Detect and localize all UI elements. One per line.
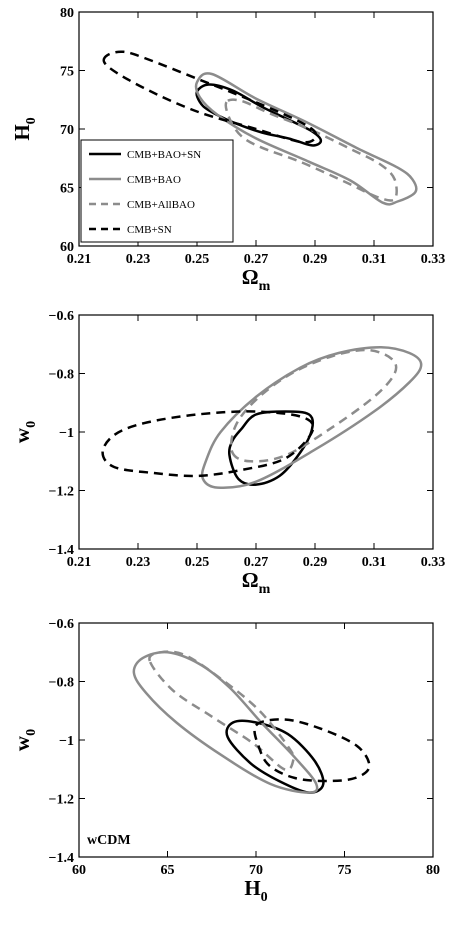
x-axis-label: H0	[244, 876, 267, 905]
legend-label: CMB+BAO+SN	[127, 149, 201, 161]
y-tick-label: −1.2	[49, 485, 74, 500]
y-tick-label: −0.6	[49, 309, 74, 324]
plot-frame	[78, 622, 434, 858]
x-tick-label: 0.25	[185, 555, 210, 570]
y-tick-label: −0.8	[49, 368, 74, 383]
y-tick-label: 60	[60, 240, 74, 255]
chart-panel-3: 60 65 70 75 80 −1.4 −1.2 −1 −0.8 −0.6 H0 w0 wCDM	[10, 617, 440, 905]
y-axis-label: w0	[10, 421, 39, 443]
legend-box	[80, 139, 234, 243]
y-tick-label: −0.8	[49, 676, 74, 691]
legend-label: CMB+AllBAO	[127, 199, 195, 211]
contour-group	[101, 345, 423, 490]
x-tick-label: 0.23	[126, 252, 151, 267]
x-tick-label: 65	[161, 863, 175, 878]
contour-cmb-sn	[253, 718, 371, 783]
plot-frame	[78, 11, 434, 247]
y-tick-label: −1	[59, 734, 74, 749]
x-tick-label: 0.33	[421, 252, 446, 267]
contour-cmb-bao	[132, 650, 319, 794]
x-tick-label: 70	[249, 863, 263, 878]
x-tick-label: 0.33	[421, 555, 446, 570]
contour-group	[132, 650, 371, 794]
x-axis-label: Ωm	[242, 265, 271, 294]
contour-cmb-bao-sn	[195, 83, 323, 147]
x-tick-label: 0.25	[185, 252, 210, 267]
x-tick-label: 0.27	[244, 555, 269, 570]
legend-label: CMB+BAO	[127, 174, 181, 186]
legend-label: CMB+SN	[127, 224, 172, 236]
x-tick-label: 0.29	[303, 555, 328, 570]
y-tick-label: 65	[60, 182, 74, 197]
contour-cmb-sn	[101, 410, 315, 478]
x-axis-label: Ωm	[242, 568, 271, 597]
x-tick-label: 80	[426, 863, 440, 878]
x-tick-label: 0.31	[362, 252, 387, 267]
y-tick-label: −1.4	[49, 851, 74, 866]
contour-cmb-allbao	[148, 650, 296, 772]
x-tick-label: 0.31	[362, 555, 387, 570]
y-axis-label: w0	[10, 729, 39, 751]
contour-cmb-bao	[194, 72, 418, 206]
y-tick-label: −1.4	[49, 543, 74, 558]
legend: CMB+BAO+SN CMB+BAO CMB+AllBAO CMB+SN	[80, 139, 234, 243]
x-tick-label: 0.27	[244, 252, 269, 267]
chart-panel-1: 0.21 0.23 0.25 0.27 0.29 0.31 0.33 60 65 70 75 80 Ωm…	[10, 6, 445, 294]
contour-cmb-sn	[102, 50, 318, 144]
x-tick-label: 60	[72, 863, 86, 878]
y-tick-label: 75	[60, 65, 74, 80]
contour-group	[102, 50, 418, 206]
x-tick-label: 0.21	[67, 252, 92, 267]
x-tick-label: 0.21	[67, 555, 92, 570]
contour-cmb-bao	[200, 345, 423, 490]
contour-cmb-allbao	[229, 348, 398, 463]
contour-cmb-bao-sn	[225, 719, 325, 794]
contour-cmb-bao-sn	[228, 410, 315, 486]
y-tick-label: 70	[60, 123, 74, 138]
y-tick-label: −0.6	[49, 617, 74, 632]
chart-panel-2: 0.21 0.23 0.25 0.27 0.29 0.31 0.33 −1.4 −1.2 −1 −0…	[10, 309, 445, 597]
contour-cmb-allbao	[224, 98, 398, 202]
plot-frame	[78, 314, 434, 550]
y-tick-label: 80	[60, 6, 74, 21]
y-tick-label: −1.2	[49, 793, 74, 808]
x-tick-label: 75	[338, 863, 352, 878]
panel-annotation: wCDM	[87, 833, 131, 848]
x-tick-label: 0.29	[303, 252, 328, 267]
x-tick-label: 0.23	[126, 555, 151, 570]
y-axis-label: H0	[10, 117, 39, 140]
y-tick-label: −1	[59, 426, 74, 441]
